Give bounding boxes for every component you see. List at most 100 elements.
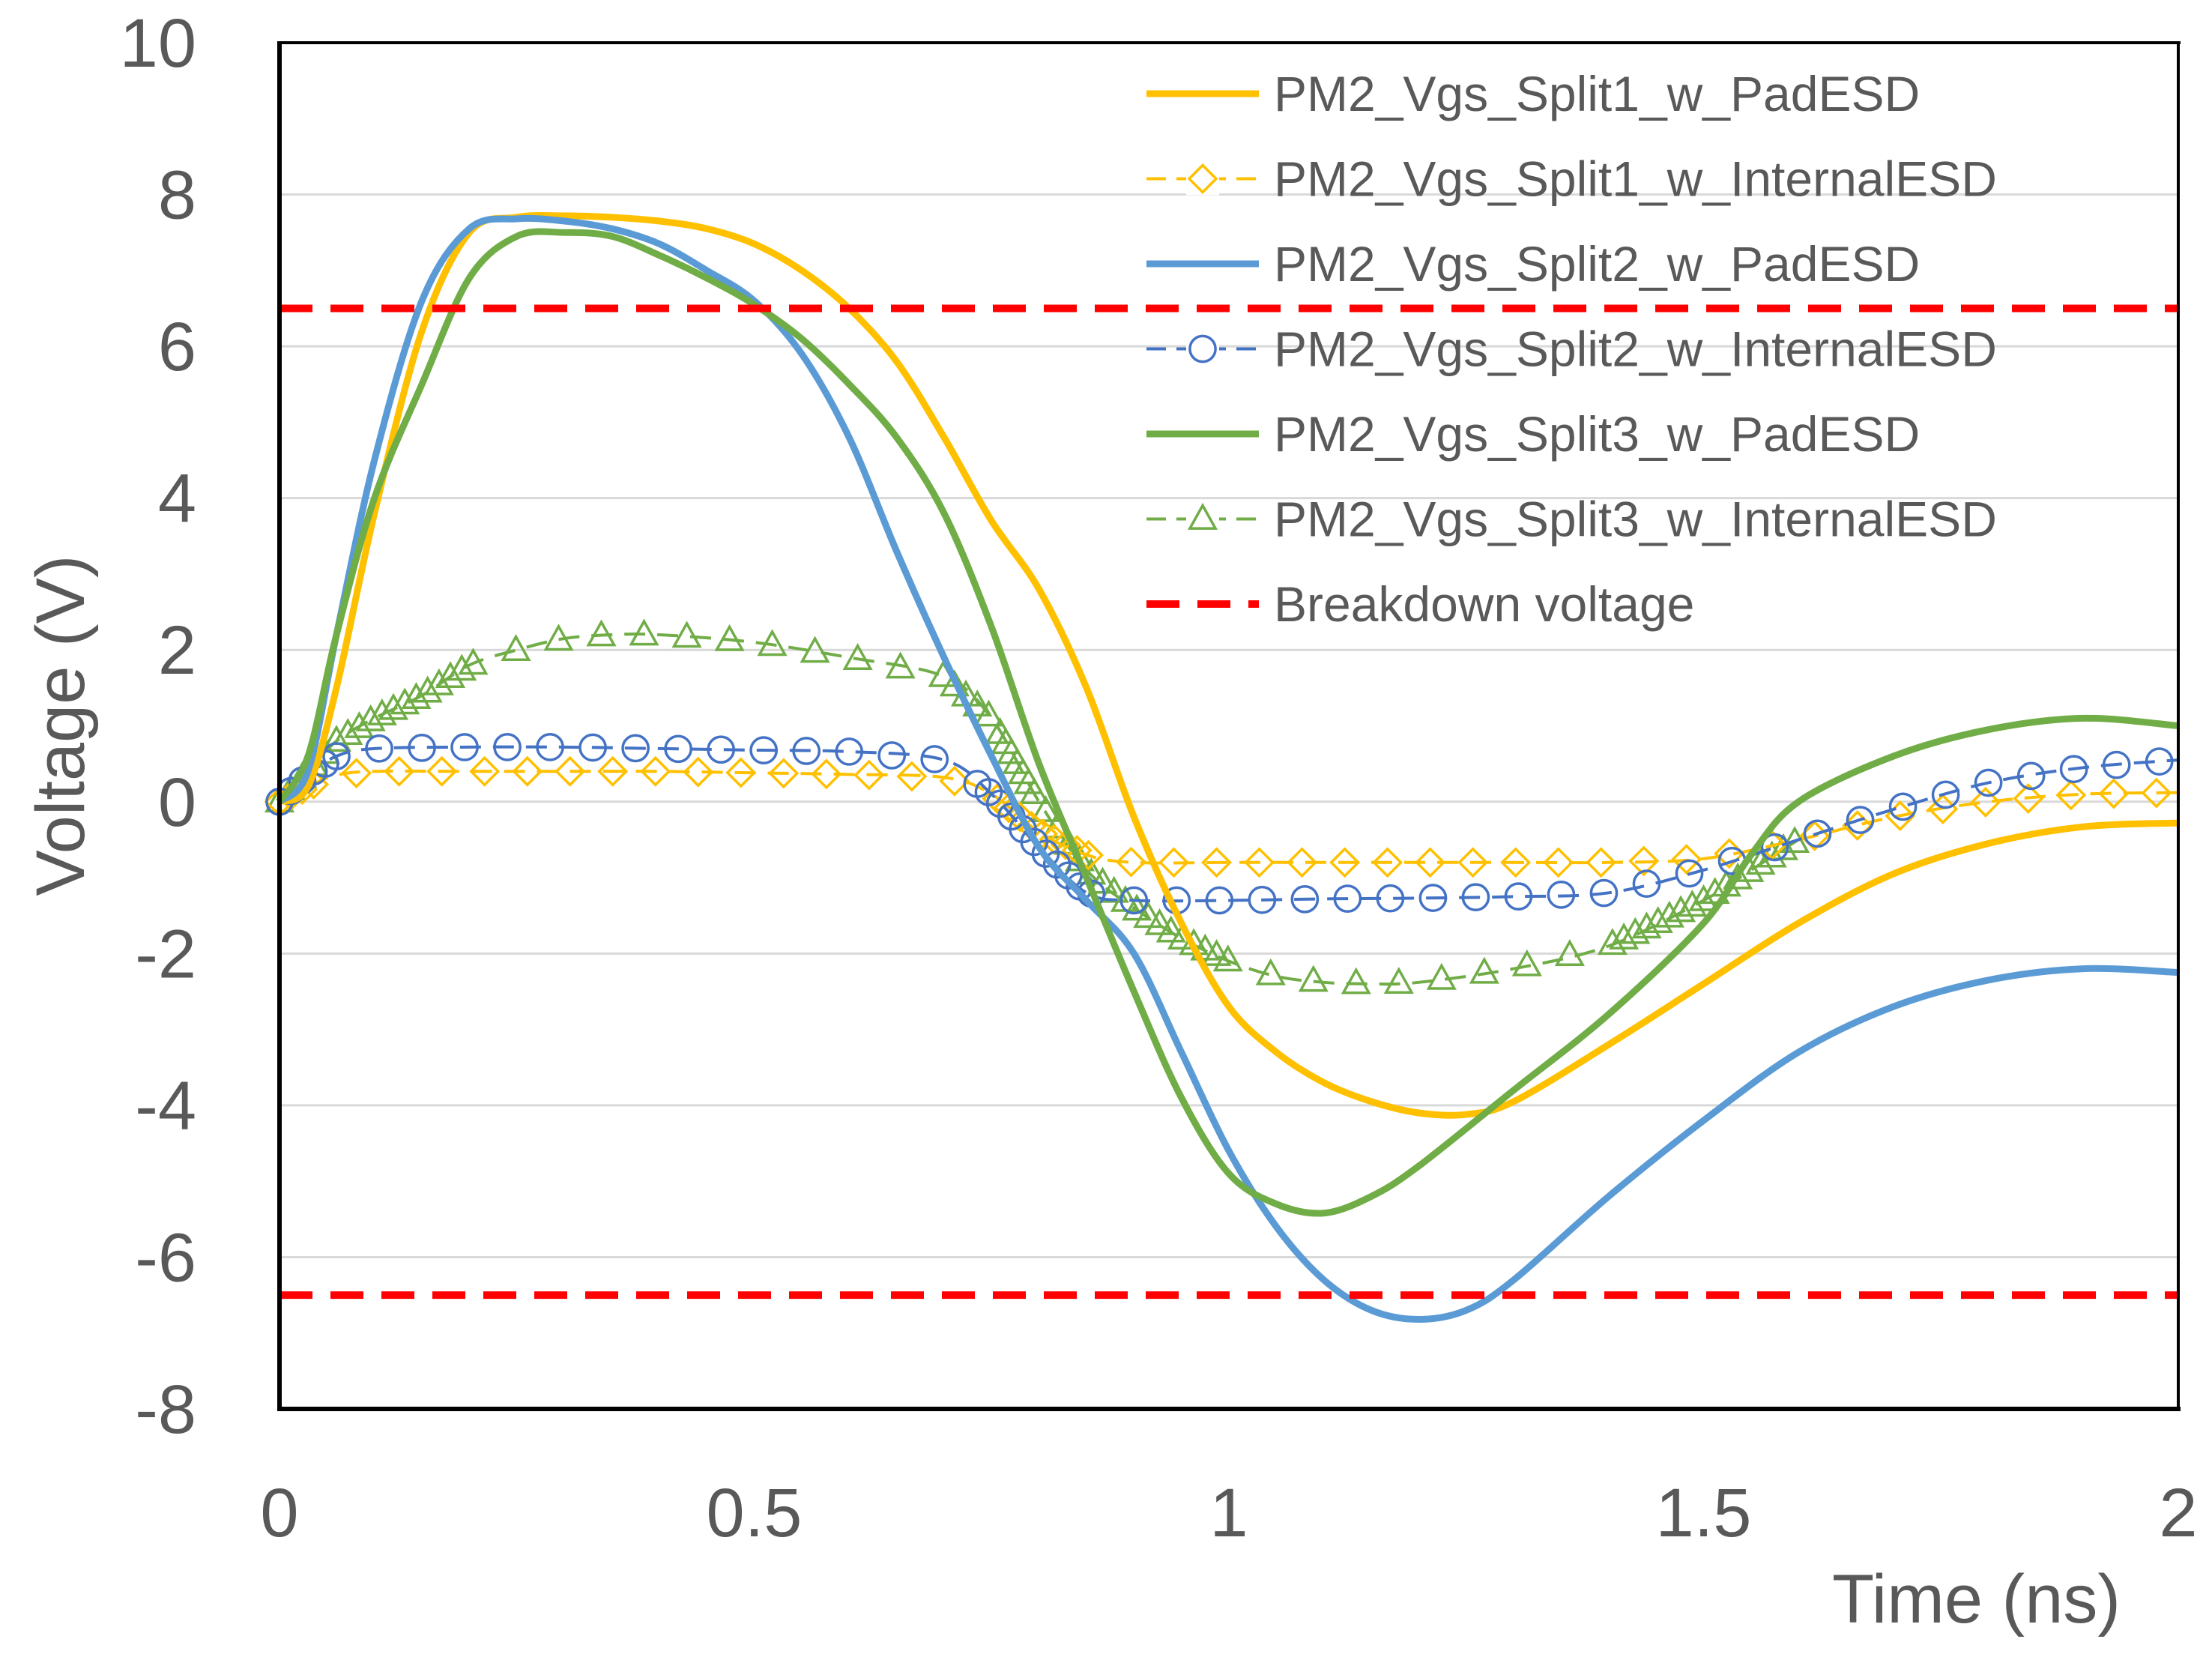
data-point-marker — [384, 755, 415, 787]
legend-label: PM2_Vgs_Split3_w_PadESD — [1274, 406, 1920, 462]
data-point-marker — [664, 734, 692, 764]
data-point-marker — [896, 761, 928, 792]
data-point-marker — [2141, 777, 2172, 809]
data-point-marker — [366, 698, 397, 725]
data-point-marker — [1187, 163, 1218, 194]
data-point-marker — [322, 742, 351, 770]
series-line — [278, 633, 1800, 986]
series-pm2-vgs-split1-w-internalesd — [264, 755, 2179, 878]
data-point-marker — [408, 734, 436, 762]
data-point-marker — [586, 619, 617, 647]
data-point-marker — [939, 765, 970, 797]
data-point-marker — [792, 737, 821, 765]
legend-label: PM2_Vgs_Split1_w_InternalESD — [1274, 151, 1997, 207]
data-point-marker — [1030, 794, 1061, 822]
data-point-marker — [1426, 962, 1457, 990]
series-line — [278, 745, 2179, 903]
data-point-marker — [962, 689, 993, 717]
data-point-marker — [1287, 847, 1318, 878]
data-point-marker — [725, 757, 757, 788]
data-point-marker — [1205, 886, 1234, 915]
data-point-marker — [1418, 884, 1448, 912]
y-axis-title: Voltage (V) — [22, 555, 99, 896]
data-point-marker — [1188, 334, 1217, 363]
data-point-marker — [1457, 847, 1489, 878]
y-tick-label: 2 — [158, 612, 196, 689]
series-pm2-vgs-split2-w-internalesd — [265, 733, 2179, 915]
y-tick-label: 10 — [120, 5, 196, 82]
data-point-marker — [1554, 939, 1585, 967]
x-tick-label: 0 — [260, 1475, 298, 1551]
data-point-marker — [1547, 880, 1576, 909]
data-point-marker — [1255, 958, 1286, 986]
data-point-marker — [333, 718, 363, 745]
data-point-marker — [450, 733, 479, 761]
legend-item: PM2_Vgs_Split3_w_PadESD — [1146, 406, 1920, 462]
x-axis-title: Time (ns) — [1832, 1561, 2121, 1638]
data-point-marker — [426, 755, 458, 787]
data-point-marker — [2059, 755, 2088, 784]
data-point-marker — [1248, 885, 1277, 914]
data-point-marker — [543, 624, 574, 651]
data-point-marker — [501, 634, 531, 661]
data-point-marker — [1372, 847, 1403, 878]
data-point-marker — [671, 621, 702, 648]
data-point-marker — [1803, 819, 1832, 848]
data-point-marker — [640, 755, 671, 787]
data-point-marker — [1144, 908, 1175, 935]
data-point-marker — [1688, 884, 1719, 911]
legend-label: PM2_Vgs_Split3_w_InternalESD — [1274, 492, 1997, 547]
data-point-marker — [1376, 884, 1405, 913]
data-point-marker — [1290, 884, 1320, 914]
legend-label: PM2_Vgs_Split2_w_InternalESD — [1274, 322, 1997, 377]
data-point-marker — [920, 745, 949, 773]
data-point-marker — [2145, 747, 2174, 776]
legend-label: PM2_Vgs_Split2_w_PadESD — [1274, 236, 1920, 292]
legend-label: PM2_Vgs_Split1_w_PadESD — [1274, 66, 1920, 121]
data-point-marker — [1469, 956, 1499, 984]
data-point-marker — [378, 692, 409, 720]
data-point-marker — [1504, 882, 1533, 911]
data-point-marker — [1888, 792, 1918, 821]
legend-marker — [1186, 162, 1219, 196]
data-point-marker — [1190, 933, 1221, 961]
data-point-marker — [578, 733, 607, 762]
data-point-marker — [1608, 922, 1640, 950]
data-point-marker — [1099, 875, 1129, 903]
x-tick-label: 1 — [1209, 1475, 1248, 1551]
data-point-marker — [321, 725, 352, 752]
data-point-marker — [344, 710, 375, 738]
data-point-marker — [1341, 967, 1371, 994]
data-point-marker — [1333, 884, 1362, 914]
x-tick-label: 0.5 — [707, 1475, 803, 1551]
legend-label: Breakdown voltage — [1274, 576, 1694, 632]
legend-item: PM2_Vgs_Split3_w_InternalESD — [1146, 492, 1997, 547]
series-pm2-vgs-split3-w-padesd — [276, 228, 2179, 1217]
data-point-marker — [800, 636, 830, 663]
data-point-marker — [629, 618, 659, 646]
y-tick-labels: 10 8 6 4 2 0 -2 -4 -6 -8 — [120, 5, 196, 1448]
data-point-marker — [355, 704, 386, 731]
data-point-marker — [469, 755, 501, 787]
data-point-marker — [512, 755, 543, 787]
data-point-marker — [412, 675, 443, 703]
data-point-marker — [1643, 906, 1673, 933]
data-point-marker — [2102, 750, 2131, 779]
series-pm2-vgs-split3-w-internalesd — [264, 618, 1810, 994]
legend-item: PM2_Vgs_Split1_w_PadESD — [1146, 66, 1920, 121]
data-point-marker — [493, 733, 522, 761]
data-point-marker — [1116, 846, 1146, 878]
series-line — [277, 212, 2179, 1119]
data-point-marker — [1974, 768, 2003, 797]
data-point-marker — [707, 735, 736, 764]
data-point-marker — [1543, 847, 1574, 878]
data-point-marker — [939, 669, 970, 697]
data-point-marker — [811, 758, 842, 790]
data-point-marker — [1201, 847, 1233, 878]
gridlines — [279, 41, 2178, 1258]
data-point-marker — [1298, 965, 1329, 992]
y-tick-label: -8 — [135, 1371, 196, 1448]
axes — [277, 41, 2181, 1411]
data-point-marker — [757, 629, 788, 657]
data-point-marker — [1586, 847, 1617, 878]
